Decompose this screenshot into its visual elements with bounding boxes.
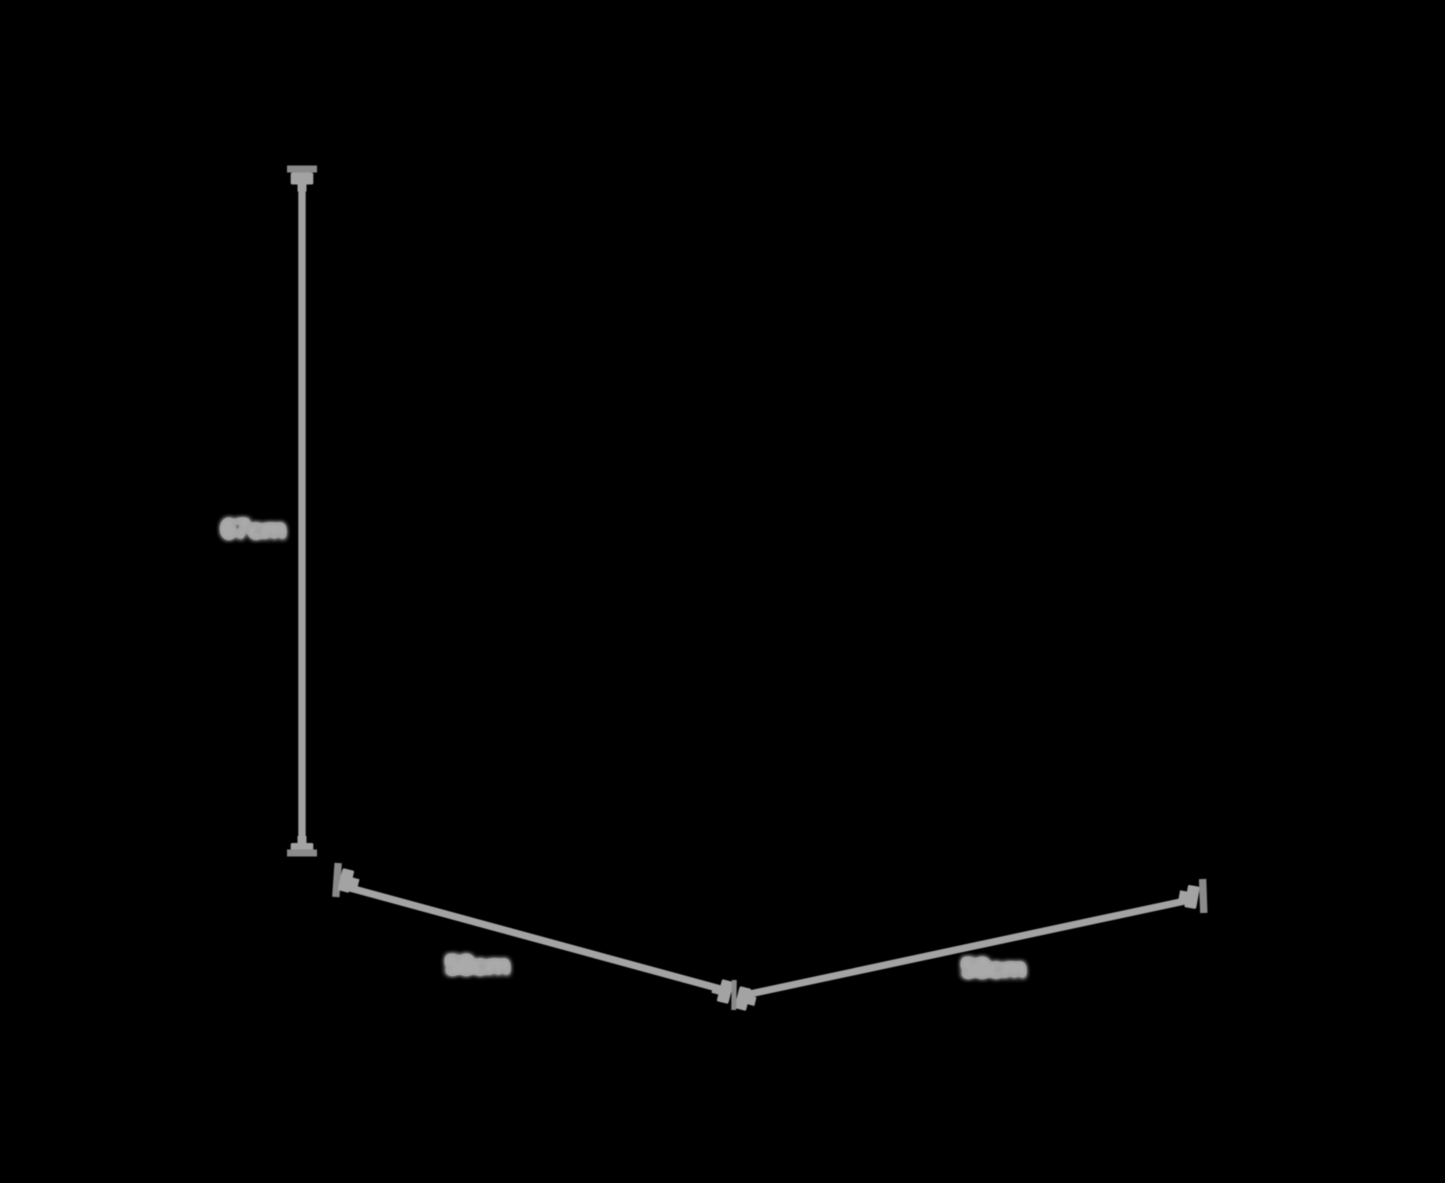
svg-text:58cm: 58cm (961, 953, 1025, 983)
svg-text:67cm: 67cm (221, 514, 285, 544)
svg-text:58cm: 58cm (445, 950, 509, 980)
